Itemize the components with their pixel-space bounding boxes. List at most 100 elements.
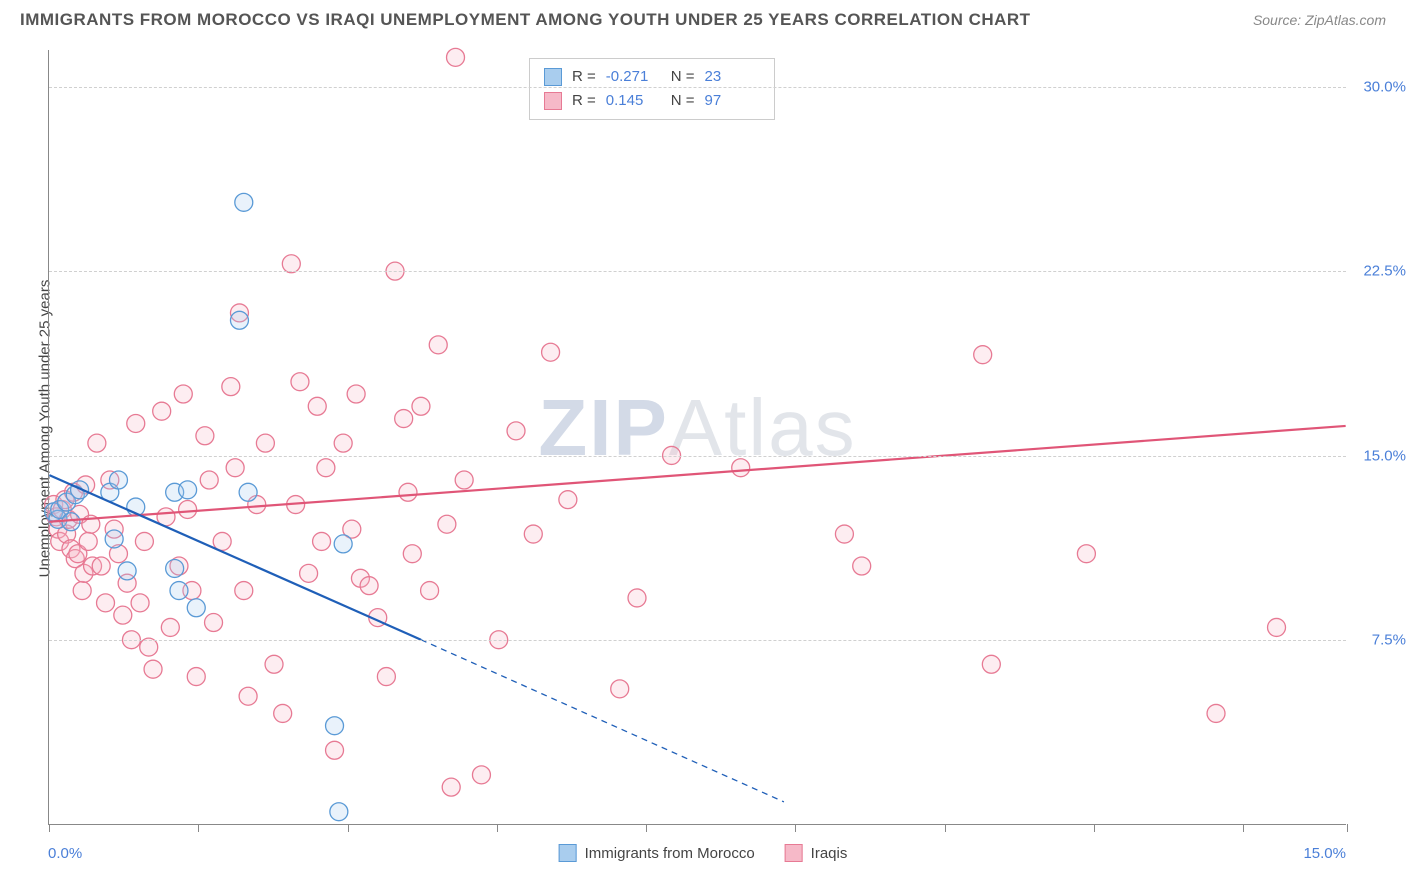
scatter-point bbox=[317, 459, 335, 477]
n-value-pink: 97 bbox=[705, 89, 760, 113]
y-tick-label: 7.5% bbox=[1372, 632, 1406, 649]
bottom-legend: Immigrants from Morocco Iraqis bbox=[559, 844, 848, 862]
n-label: N = bbox=[671, 65, 695, 89]
scatter-point bbox=[135, 532, 153, 550]
scatter-point bbox=[472, 766, 490, 784]
scatter-point bbox=[360, 577, 378, 595]
r-value-pink: 0.145 bbox=[606, 89, 661, 113]
scatter-point bbox=[187, 599, 205, 617]
scatter-point bbox=[92, 557, 110, 575]
scatter-point bbox=[200, 471, 218, 489]
scatter-point bbox=[507, 422, 525, 440]
stats-row-pink: R = 0.145 N = 97 bbox=[544, 89, 760, 113]
legend-swatch-blue bbox=[559, 844, 577, 862]
source-attribution: Source: ZipAtlas.com bbox=[1253, 12, 1386, 28]
scatter-point bbox=[403, 545, 421, 563]
legend-label-pink: Iraqis bbox=[811, 845, 848, 862]
scatter-point bbox=[1268, 618, 1286, 636]
x-tick bbox=[945, 824, 946, 832]
scatter-point bbox=[326, 717, 344, 735]
scatter-point bbox=[170, 582, 188, 600]
scatter-point bbox=[395, 410, 413, 428]
grid-line bbox=[49, 271, 1346, 272]
scatter-point bbox=[1077, 545, 1095, 563]
scatter-point bbox=[313, 532, 331, 550]
scatter-point bbox=[732, 459, 750, 477]
r-label: R = bbox=[572, 65, 596, 89]
scatter-point bbox=[982, 655, 1000, 673]
scatter-point bbox=[187, 668, 205, 686]
scatter-point bbox=[127, 414, 145, 432]
scatter-point bbox=[421, 582, 439, 600]
legend-swatch-pink bbox=[785, 844, 803, 862]
x-max-label: 15.0% bbox=[1303, 845, 1346, 862]
scatter-point bbox=[174, 385, 192, 403]
scatter-point bbox=[853, 557, 871, 575]
scatter-point bbox=[455, 471, 473, 489]
scatter-point bbox=[71, 481, 89, 499]
source-prefix: Source: bbox=[1253, 12, 1305, 28]
scatter-point bbox=[62, 513, 80, 531]
scatter-point bbox=[308, 397, 326, 415]
y-tick-label: 22.5% bbox=[1363, 263, 1406, 280]
scatter-point bbox=[442, 778, 460, 796]
scatter-point bbox=[153, 402, 171, 420]
scatter-point bbox=[239, 483, 257, 501]
scatter-point bbox=[835, 525, 853, 543]
scatter-point bbox=[222, 378, 240, 396]
plot-area: ZIPAtlas R = -0.271 N = 23 R = 0.145 N =… bbox=[48, 50, 1346, 825]
y-tick-label: 15.0% bbox=[1363, 447, 1406, 464]
legend-label-blue: Immigrants from Morocco bbox=[585, 845, 755, 862]
scatter-point bbox=[334, 434, 352, 452]
scatter-point bbox=[105, 530, 123, 548]
scatter-point bbox=[399, 483, 417, 501]
scatter-point bbox=[611, 680, 629, 698]
scatter-point bbox=[118, 562, 136, 580]
chart-header: IMMIGRANTS FROM MOROCCO VS IRAQI UNEMPLO… bbox=[20, 10, 1386, 30]
scatter-point bbox=[235, 582, 253, 600]
scatter-point bbox=[300, 564, 318, 582]
x-tick bbox=[1094, 824, 1095, 832]
scatter-point bbox=[196, 427, 214, 445]
scatter-point bbox=[377, 668, 395, 686]
grid-line bbox=[49, 456, 1346, 457]
scatter-point bbox=[291, 373, 309, 391]
scatter-point bbox=[166, 559, 184, 577]
x-tick bbox=[49, 824, 50, 832]
scatter-point bbox=[628, 589, 646, 607]
r-value-blue: -0.271 bbox=[606, 65, 661, 89]
trend-line bbox=[49, 426, 1345, 522]
scatter-point bbox=[438, 515, 456, 533]
scatter-point bbox=[330, 803, 348, 821]
scatter-point bbox=[97, 594, 115, 612]
legend-item-blue: Immigrants from Morocco bbox=[559, 844, 755, 862]
scatter-point bbox=[73, 582, 91, 600]
source-name: ZipAtlas.com bbox=[1305, 12, 1386, 28]
scatter-point bbox=[542, 343, 560, 361]
plot-svg bbox=[49, 50, 1346, 824]
r-label: R = bbox=[572, 89, 596, 113]
scatter-point bbox=[79, 532, 97, 550]
scatter-point bbox=[235, 193, 253, 211]
scatter-point bbox=[205, 614, 223, 632]
scatter-point bbox=[282, 255, 300, 273]
scatter-point bbox=[347, 385, 365, 403]
scatter-point bbox=[179, 500, 197, 518]
x-tick bbox=[795, 824, 796, 832]
scatter-point bbox=[412, 397, 430, 415]
x-tick bbox=[198, 824, 199, 832]
scatter-point bbox=[559, 491, 577, 509]
stats-row-blue: R = -0.271 N = 23 bbox=[544, 65, 760, 89]
scatter-point bbox=[161, 618, 179, 636]
grid-line bbox=[49, 87, 1346, 88]
scatter-point bbox=[974, 346, 992, 364]
legend-item-pink: Iraqis bbox=[785, 844, 848, 862]
x-min-label: 0.0% bbox=[48, 845, 82, 862]
scatter-point bbox=[334, 535, 352, 553]
scatter-point bbox=[274, 704, 292, 722]
scatter-point bbox=[256, 434, 274, 452]
scatter-point bbox=[144, 660, 162, 678]
scatter-point bbox=[265, 655, 283, 673]
scatter-point bbox=[179, 481, 197, 499]
x-tick bbox=[348, 824, 349, 832]
